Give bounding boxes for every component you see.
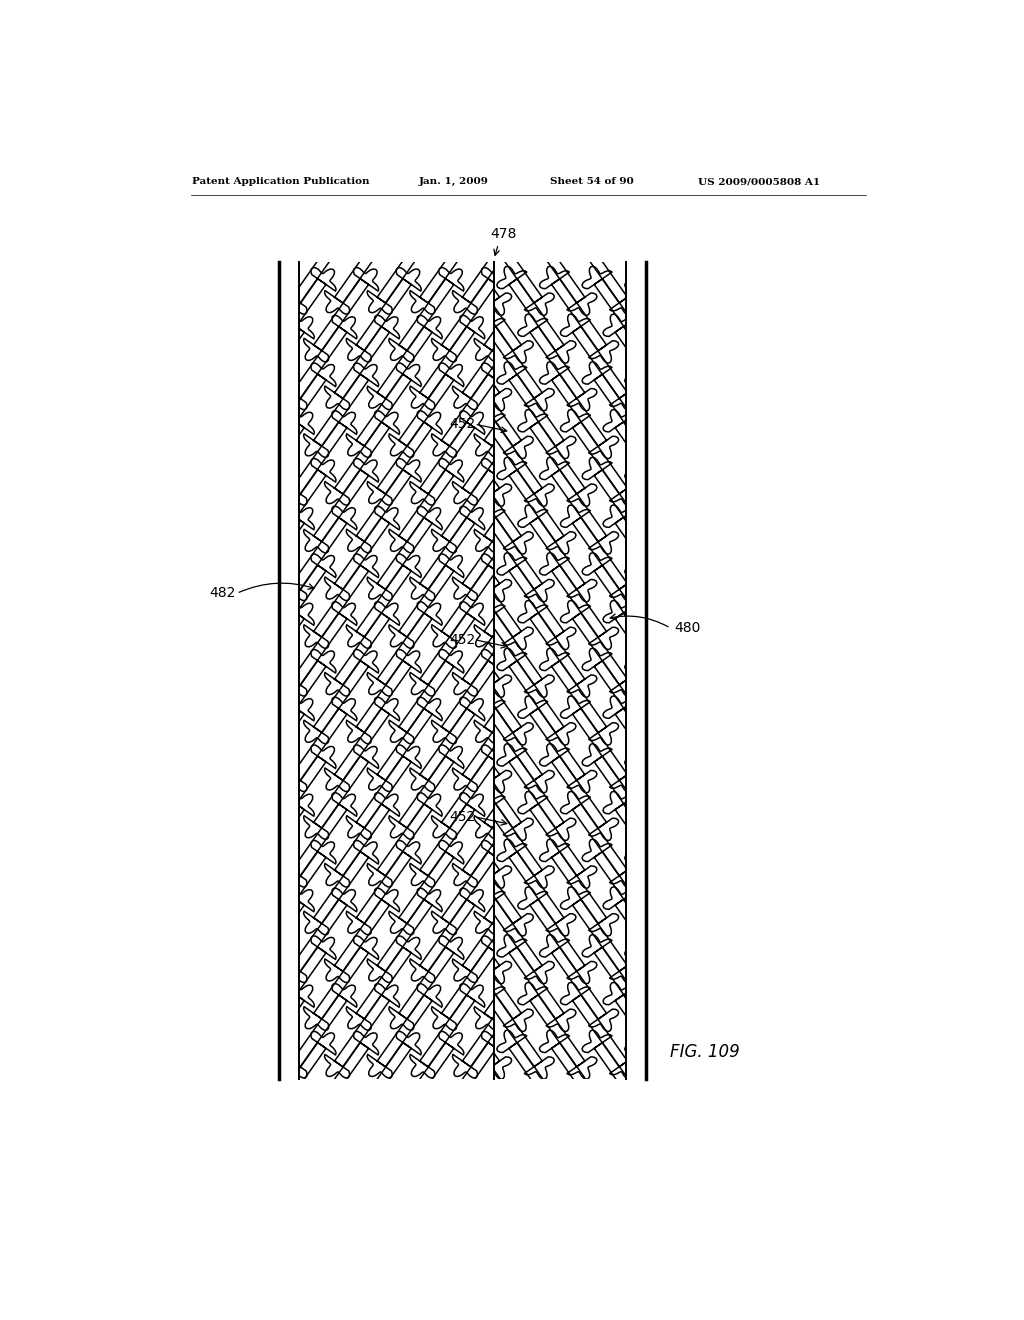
- Text: US 2009/0005808 A1: US 2009/0005808 A1: [697, 177, 820, 186]
- Text: 452: 452: [450, 417, 476, 432]
- Text: FIG. 109: FIG. 109: [671, 1043, 740, 1060]
- Text: 480: 480: [675, 622, 700, 635]
- Text: 482: 482: [209, 586, 236, 601]
- Text: Patent Application Publication: Patent Application Publication: [191, 177, 369, 186]
- Text: 478: 478: [489, 227, 516, 240]
- Text: Jan. 1, 2009: Jan. 1, 2009: [419, 177, 488, 186]
- Text: Sheet 54 of 90: Sheet 54 of 90: [550, 177, 634, 186]
- Text: 452: 452: [450, 632, 476, 647]
- Text: 452: 452: [450, 809, 476, 824]
